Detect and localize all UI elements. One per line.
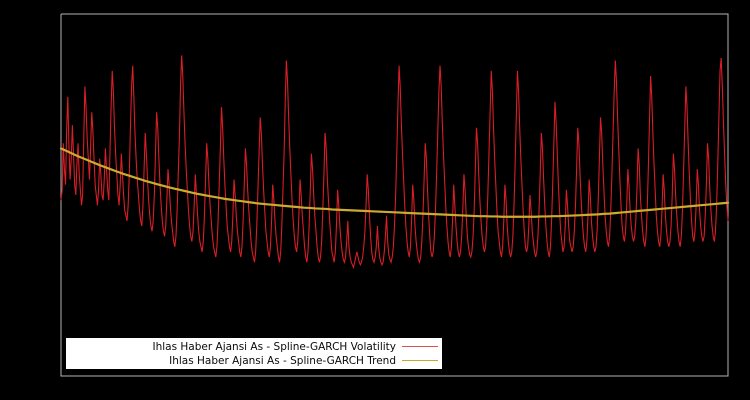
volatility-line-swatch-icon <box>402 346 438 347</box>
legend-label-volatility: Ihlas Haber Ajansi As - Spline-GARCH Vol… <box>152 340 396 353</box>
series-line-trend <box>59 147 730 218</box>
legend-item-trend: Ihlas Haber Ajansi As - Spline-GARCH Tre… <box>70 354 438 368</box>
chart-legend: Ihlas Haber Ajansi As - Spline-GARCH Vol… <box>66 338 442 369</box>
legend-label-trend: Ihlas Haber Ajansi As - Spline-GARCH Tre… <box>169 354 396 367</box>
trend-line-swatch-icon <box>402 360 438 361</box>
series-line-volatility <box>60 55 729 270</box>
axis-frame <box>60 13 729 377</box>
legend-item-volatility: Ihlas Haber Ajansi As - Spline-GARCH Vol… <box>70 340 438 354</box>
